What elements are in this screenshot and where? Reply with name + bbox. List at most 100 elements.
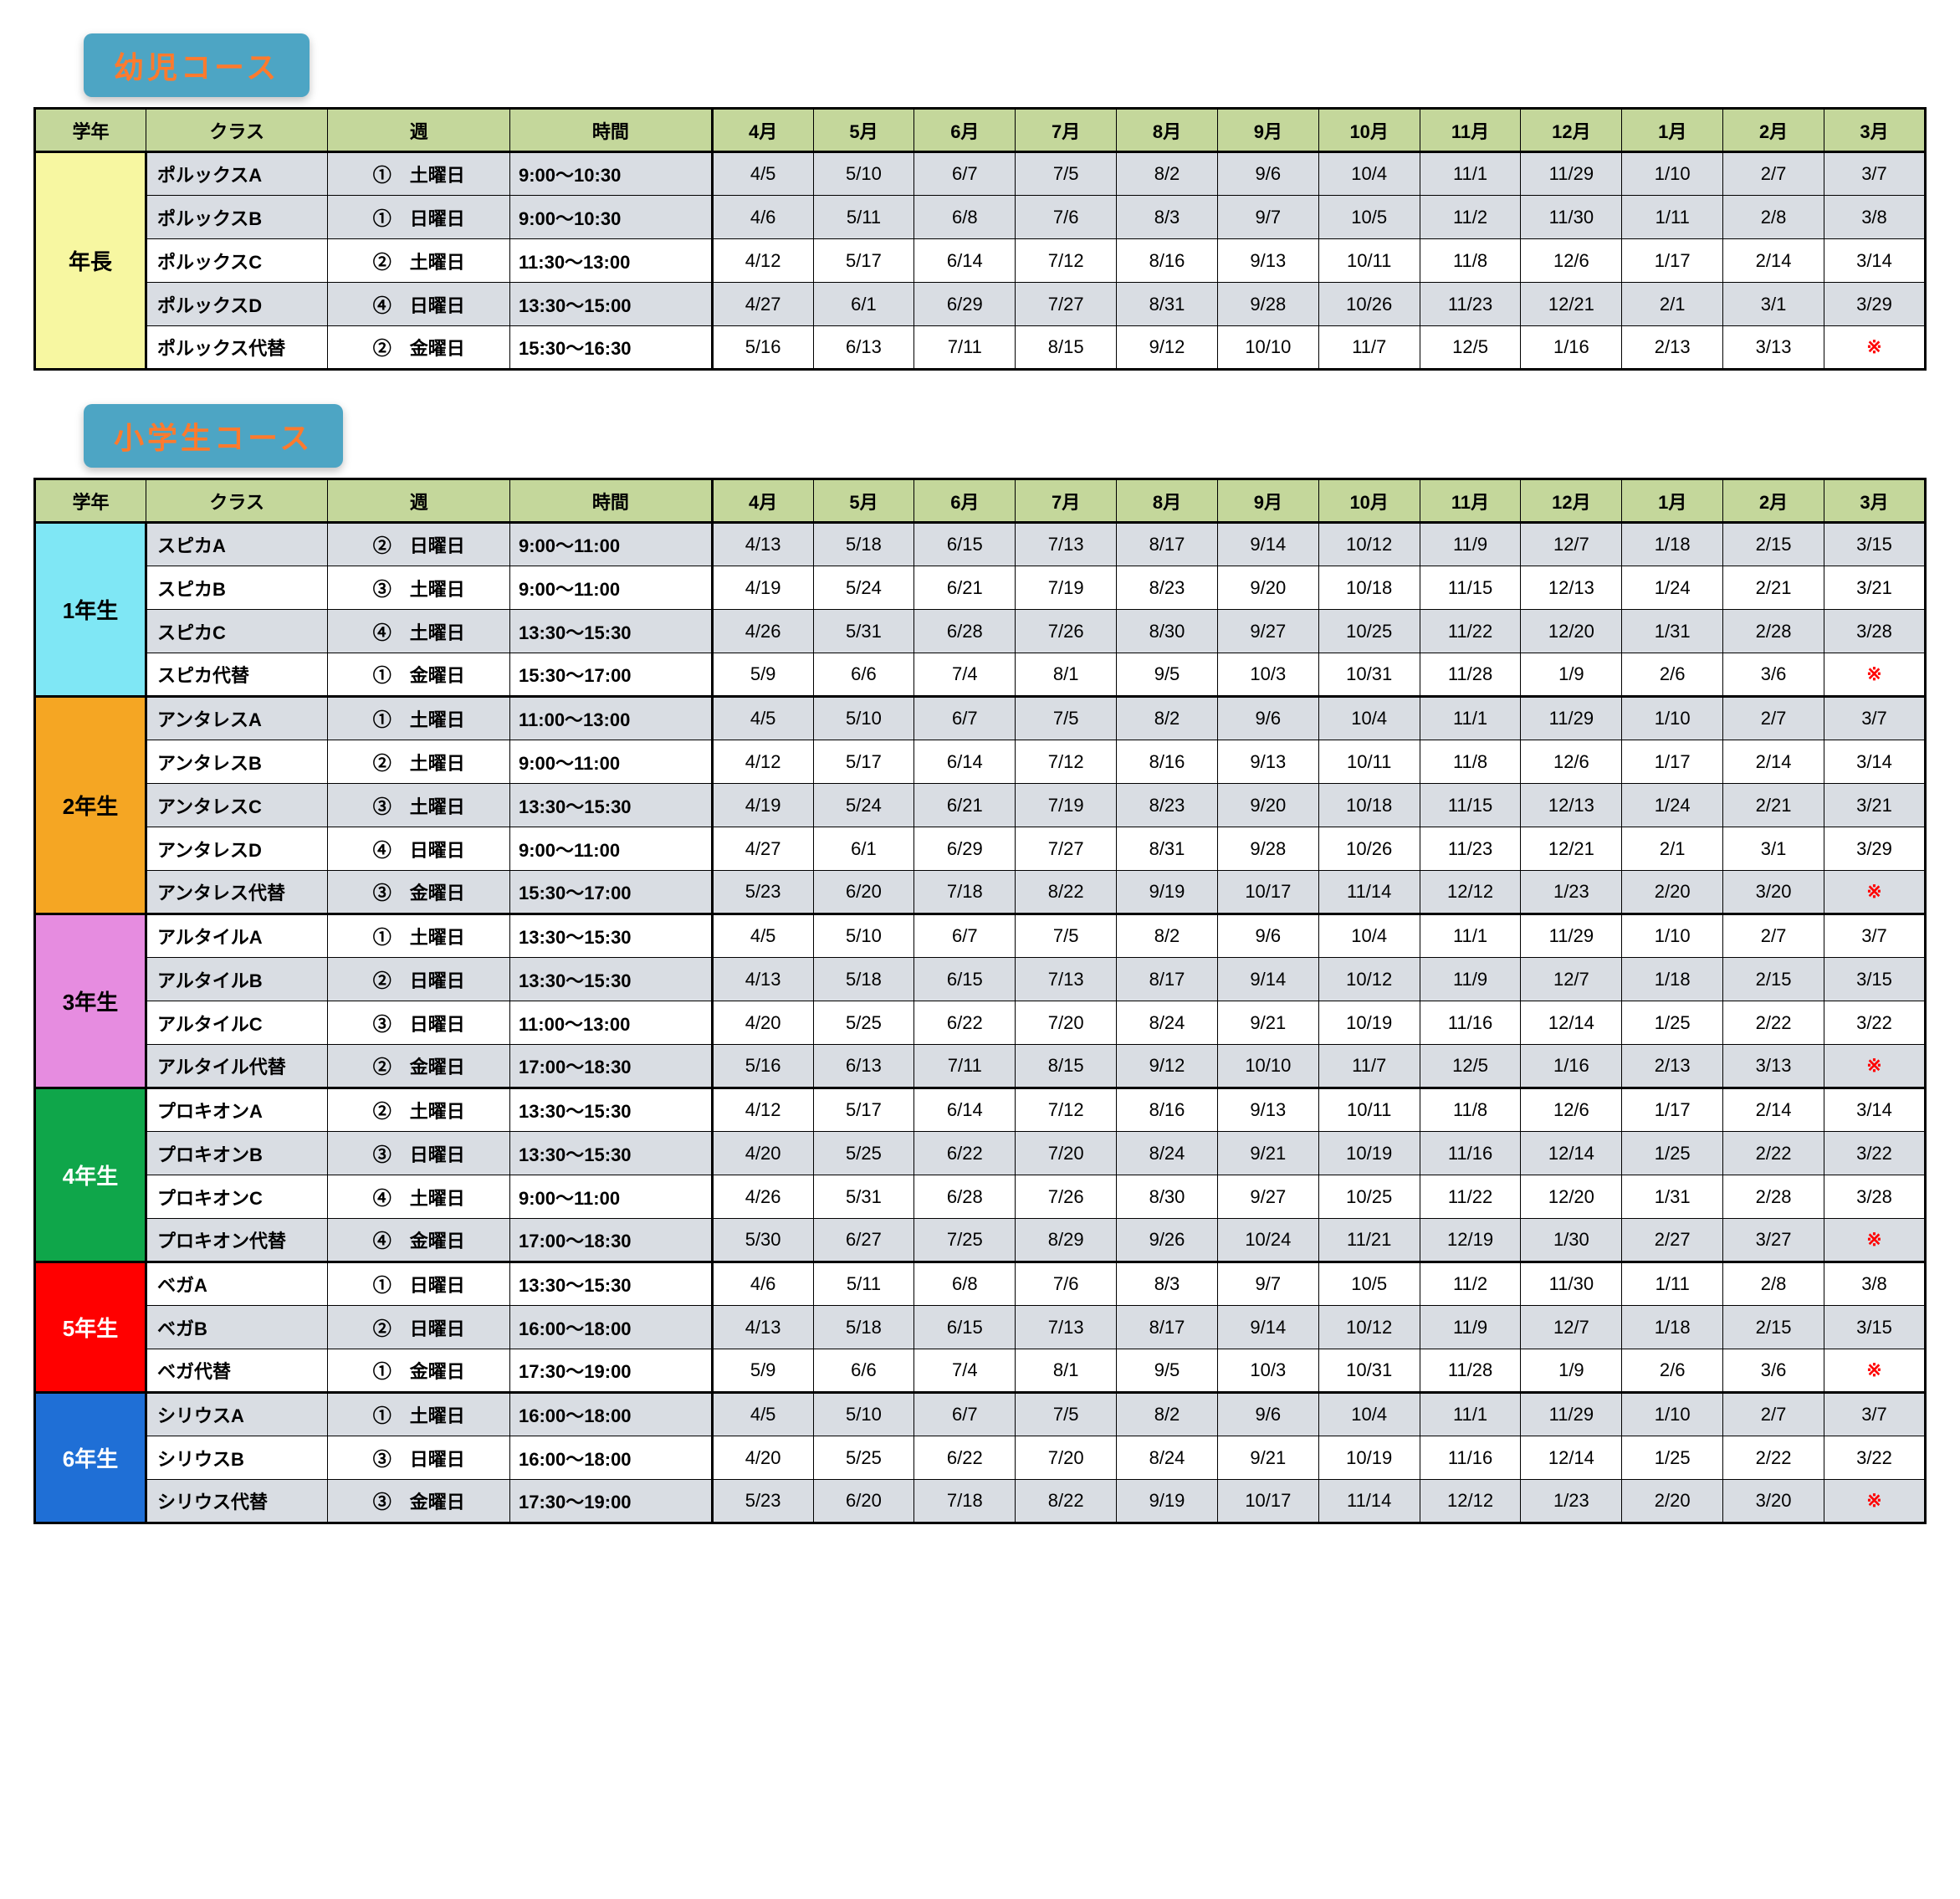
date-cell: 5/16 bbox=[712, 326, 813, 370]
date-cell: ※ bbox=[1824, 1480, 1925, 1523]
date-cell: 11/15 bbox=[1420, 566, 1521, 610]
time-cell: 9:00～11:00 bbox=[510, 827, 713, 871]
column-header: 10月 bbox=[1318, 479, 1420, 523]
date-cell: 12/6 bbox=[1521, 239, 1622, 283]
date-cell: 5/23 bbox=[712, 1480, 813, 1523]
date-cell: 6/1 bbox=[813, 827, 914, 871]
table-row: アルタイルB② 日曜日13:30～15:304/135/186/157/138/… bbox=[35, 958, 1926, 1001]
column-header: 3月 bbox=[1824, 109, 1925, 152]
date-cell: 11/8 bbox=[1420, 740, 1521, 784]
date-cell: 6/14 bbox=[914, 740, 1016, 784]
date-cell: 12/13 bbox=[1521, 784, 1622, 827]
column-header: 7月 bbox=[1016, 109, 1117, 152]
date-cell: 9/20 bbox=[1217, 784, 1318, 827]
date-cell: 1/25 bbox=[1622, 1001, 1723, 1045]
column-header: 8月 bbox=[1117, 109, 1218, 152]
week-cell: ② 土曜日 bbox=[328, 239, 510, 283]
date-cell: 9/12 bbox=[1117, 1045, 1218, 1088]
date-cell: 2/14 bbox=[1723, 1088, 1824, 1132]
date-cell: 2/13 bbox=[1622, 1045, 1723, 1088]
column-header: 9月 bbox=[1217, 479, 1318, 523]
table-row: 1年生スピカA② 日曜日9:00～11:004/135/186/157/138/… bbox=[35, 523, 1926, 566]
date-cell: 9/5 bbox=[1117, 1349, 1218, 1393]
date-cell: 11/22 bbox=[1420, 610, 1521, 653]
time-cell: 15:30～16:30 bbox=[510, 326, 713, 370]
table-row: スピカ代替① 金曜日15:30～17:005/96/67/48/19/510/3… bbox=[35, 653, 1926, 697]
date-cell: 7/4 bbox=[914, 1349, 1016, 1393]
date-cell: 3/22 bbox=[1824, 1001, 1925, 1045]
date-cell: 9/28 bbox=[1217, 283, 1318, 326]
date-cell: 4/19 bbox=[712, 566, 813, 610]
date-cell: 4/13 bbox=[712, 958, 813, 1001]
column-header: 4月 bbox=[712, 109, 813, 152]
class-cell: プロキオンC bbox=[146, 1175, 328, 1219]
date-cell: 11/9 bbox=[1420, 1306, 1521, 1349]
date-cell: 5/11 bbox=[813, 196, 914, 239]
date-cell: 11/29 bbox=[1521, 914, 1622, 958]
time-cell: 17:00～18:30 bbox=[510, 1219, 713, 1262]
time-cell: 13:30～15:30 bbox=[510, 1132, 713, 1175]
date-cell: 12/13 bbox=[1521, 566, 1622, 610]
date-cell: 1/10 bbox=[1622, 152, 1723, 196]
date-cell: 7/25 bbox=[914, 1219, 1016, 1262]
date-cell: 3/6 bbox=[1723, 1349, 1824, 1393]
date-cell: 5/30 bbox=[712, 1219, 813, 1262]
date-cell: 9/13 bbox=[1217, 239, 1318, 283]
date-cell: 8/2 bbox=[1117, 914, 1218, 958]
date-cell: 8/23 bbox=[1117, 566, 1218, 610]
date-cell: 11/28 bbox=[1420, 1349, 1521, 1393]
table-row: プロキオン代替④ 金曜日17:00～18:305/306/277/258/299… bbox=[35, 1219, 1926, 1262]
date-cell: 5/18 bbox=[813, 958, 914, 1001]
date-cell: 9/26 bbox=[1117, 1219, 1218, 1262]
date-cell: 6/7 bbox=[914, 152, 1016, 196]
class-cell: ポルックスA bbox=[146, 152, 328, 196]
section-title: 幼児コース bbox=[84, 33, 310, 97]
date-cell: 3/8 bbox=[1824, 196, 1925, 239]
table-row: 年長ポルックスA① 土曜日9:00～10:304/55/106/77/58/29… bbox=[35, 152, 1926, 196]
date-cell: 2/14 bbox=[1723, 740, 1824, 784]
date-cell: 6/7 bbox=[914, 697, 1016, 740]
class-cell: ベガ代替 bbox=[146, 1349, 328, 1393]
time-cell: 16:00～18:00 bbox=[510, 1306, 713, 1349]
date-cell: 7/11 bbox=[914, 326, 1016, 370]
date-cell: 11/15 bbox=[1420, 784, 1521, 827]
date-cell: 9/6 bbox=[1217, 697, 1318, 740]
date-cell: 5/10 bbox=[813, 697, 914, 740]
date-cell: 8/2 bbox=[1117, 1393, 1218, 1436]
date-cell: 3/22 bbox=[1824, 1436, 1925, 1480]
date-cell: 10/3 bbox=[1217, 653, 1318, 697]
table-row: 3年生アルタイルA① 土曜日13:30～15:304/55/106/77/58/… bbox=[35, 914, 1926, 958]
date-cell: 6/8 bbox=[914, 196, 1016, 239]
date-cell: 2/21 bbox=[1723, 566, 1824, 610]
date-cell: 8/23 bbox=[1117, 784, 1218, 827]
date-cell: 3/7 bbox=[1824, 914, 1925, 958]
date-cell: 7/27 bbox=[1016, 827, 1117, 871]
date-cell: 2/6 bbox=[1622, 1349, 1723, 1393]
date-cell: 7/27 bbox=[1016, 283, 1117, 326]
date-cell: 3/21 bbox=[1824, 784, 1925, 827]
time-cell: 15:30～17:00 bbox=[510, 653, 713, 697]
date-cell: 11/14 bbox=[1318, 1480, 1420, 1523]
date-cell: 10/4 bbox=[1318, 1393, 1420, 1436]
date-cell: 1/31 bbox=[1622, 610, 1723, 653]
date-cell: 12/14 bbox=[1521, 1132, 1622, 1175]
date-cell: 10/31 bbox=[1318, 653, 1420, 697]
date-cell: 12/12 bbox=[1420, 1480, 1521, 1523]
date-cell: ※ bbox=[1824, 1045, 1925, 1088]
date-cell: 11/8 bbox=[1420, 1088, 1521, 1132]
date-cell: 5/17 bbox=[813, 1088, 914, 1132]
date-cell: 11/30 bbox=[1521, 1262, 1622, 1306]
date-cell: 7/18 bbox=[914, 1480, 1016, 1523]
date-cell: 7/6 bbox=[1016, 1262, 1117, 1306]
date-cell: 2/7 bbox=[1723, 697, 1824, 740]
date-cell: 10/4 bbox=[1318, 697, 1420, 740]
date-cell: 3/8 bbox=[1824, 1262, 1925, 1306]
date-cell: 9/27 bbox=[1217, 610, 1318, 653]
date-cell: 10/10 bbox=[1217, 326, 1318, 370]
date-cell: 12/7 bbox=[1521, 958, 1622, 1001]
date-cell: 4/20 bbox=[712, 1132, 813, 1175]
date-cell: 8/31 bbox=[1117, 283, 1218, 326]
date-cell: 11/23 bbox=[1420, 827, 1521, 871]
date-cell: 7/20 bbox=[1016, 1436, 1117, 1480]
column-header: 学年 bbox=[35, 109, 146, 152]
